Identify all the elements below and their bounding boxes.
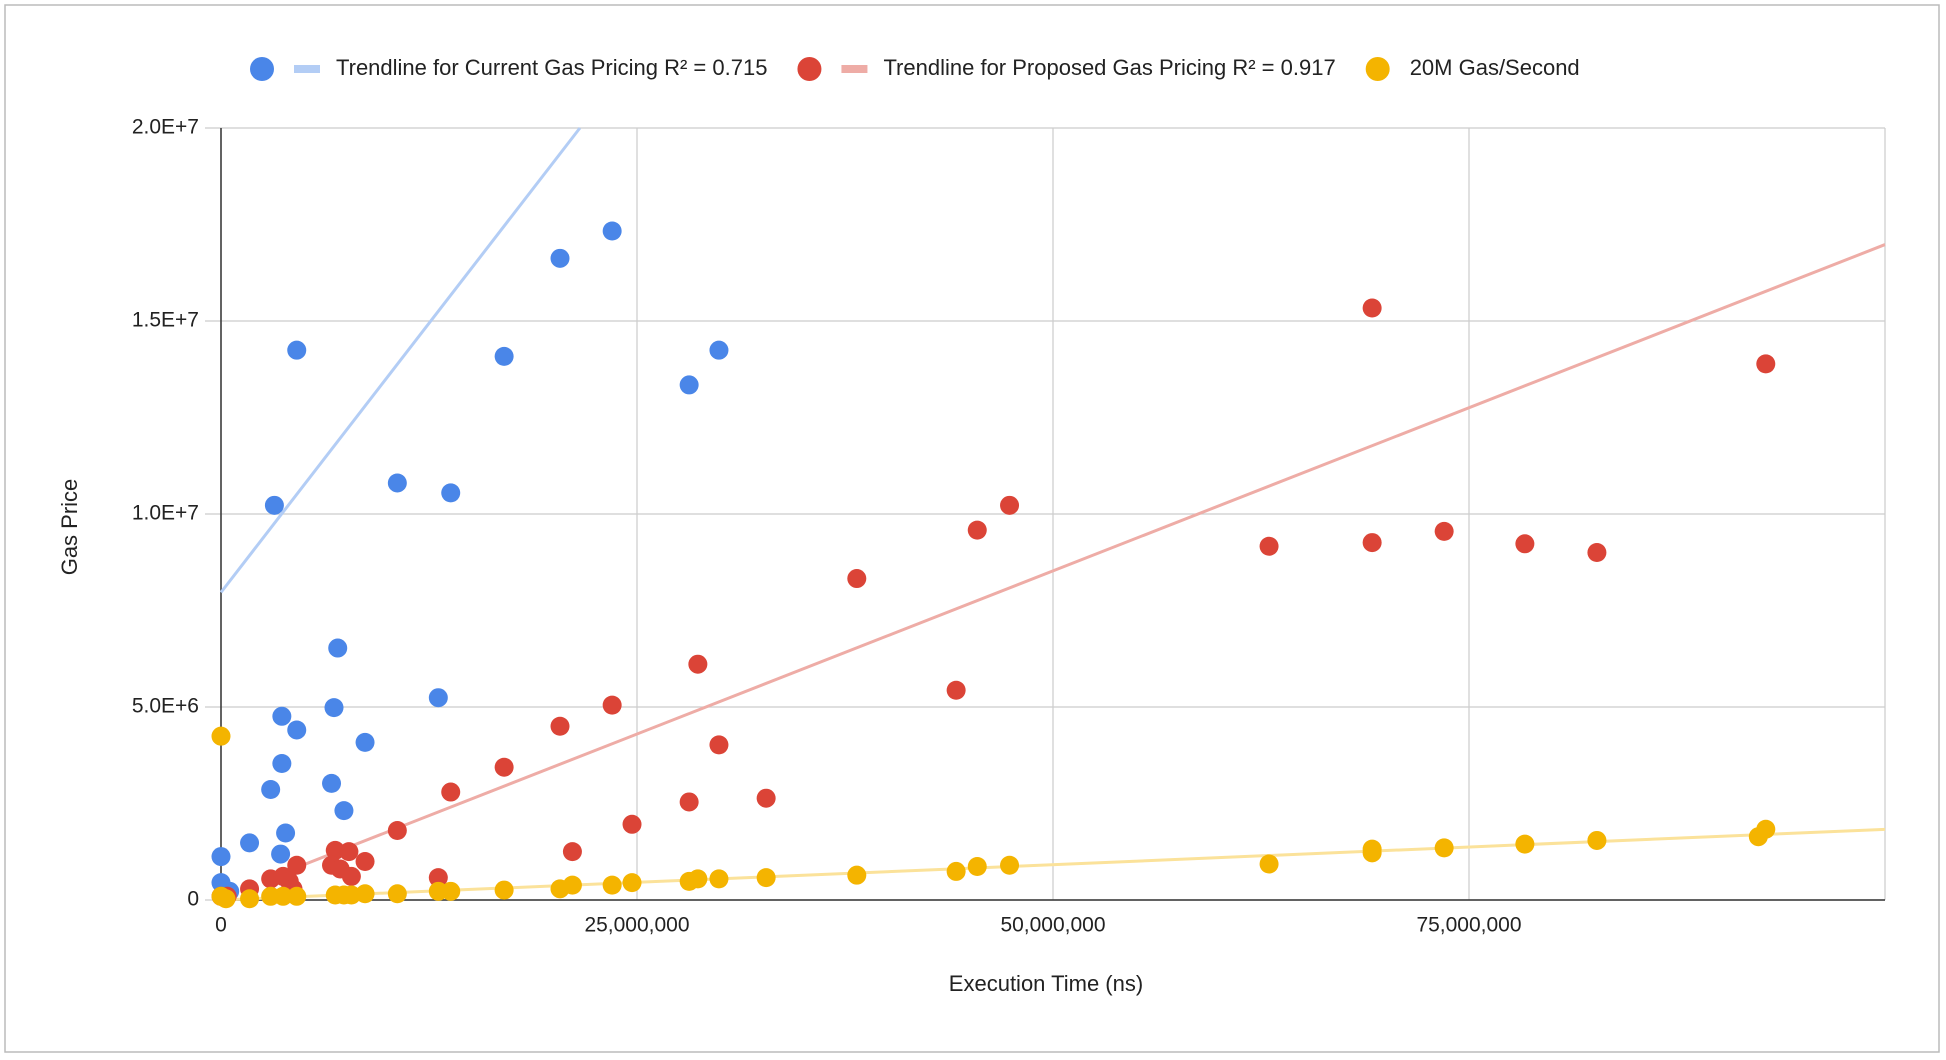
scatter-point — [1587, 830, 1607, 850]
scatter-point — [211, 847, 231, 867]
legend-marker — [841, 65, 868, 73]
scatter-point — [261, 780, 281, 800]
trendline — [219, 127, 582, 594]
scatter-point — [1434, 838, 1454, 858]
scatter-point — [211, 726, 231, 746]
scatter-point — [1515, 834, 1535, 854]
scatter-point — [272, 706, 292, 726]
scatter-point — [1000, 495, 1020, 515]
scatter-point — [1259, 536, 1279, 556]
scatter-point — [325, 840, 345, 860]
scatter-point — [341, 885, 361, 905]
scatter-point — [562, 842, 582, 862]
scatter-point — [271, 844, 291, 864]
y-tick-label: 1.5E+7 — [132, 309, 199, 332]
y-tick-label: 0 — [187, 888, 199, 911]
scatter-point — [967, 520, 987, 540]
scatter-point — [272, 753, 292, 773]
scatter-point — [355, 852, 375, 872]
legend-marker — [797, 57, 822, 81]
scatter-point — [1362, 843, 1382, 863]
scatter-point — [428, 688, 448, 708]
legend-marker — [1365, 57, 1390, 81]
scatter-point — [688, 654, 708, 674]
scatter-point — [679, 792, 699, 812]
scatter-point — [602, 695, 622, 715]
x-tick-label: 0 — [215, 914, 227, 937]
scatter-point — [946, 680, 966, 700]
scatter-point — [550, 716, 570, 736]
scatter-point — [602, 221, 622, 241]
scatter-point — [1362, 298, 1382, 318]
scatter-point — [1587, 542, 1607, 562]
y-axis-title: Gas Price — [57, 479, 82, 576]
legend-label: Trendline for Current Gas Pricing R² = 0… — [336, 55, 767, 80]
legend-marker — [294, 65, 320, 73]
scatter-point — [216, 889, 236, 909]
scatter-point — [622, 873, 642, 893]
scatter-point — [1756, 354, 1776, 374]
scatter-point — [287, 855, 307, 875]
scatter-point — [341, 866, 361, 886]
scatter-point — [240, 833, 260, 853]
scatter-point — [1362, 533, 1382, 553]
scatter-point — [324, 698, 344, 718]
scatter-point — [334, 801, 354, 821]
scatter-point — [287, 720, 307, 740]
x-axis-title: Execution Time (ns) — [949, 971, 1143, 996]
scatter-point — [264, 495, 284, 515]
scatter-point — [287, 340, 307, 360]
legend-label: 20M Gas/Second — [1410, 55, 1580, 80]
y-tick-label: 1.0E+7 — [132, 502, 199, 525]
scatter-point — [562, 875, 582, 895]
scatter-point — [328, 638, 348, 658]
scatter-point — [847, 569, 867, 589]
scatter-point — [602, 875, 622, 895]
scatter-point — [847, 865, 867, 885]
x-tick-label: 50,000,000 — [1000, 914, 1105, 937]
scatter-point — [1515, 534, 1535, 554]
scatter-point — [441, 483, 461, 503]
scatter-point — [322, 773, 342, 793]
scatter-point — [494, 346, 514, 366]
scatter-point — [387, 820, 407, 840]
scatter-point — [441, 782, 461, 802]
scatter-point — [287, 886, 307, 906]
scatter-point — [339, 842, 359, 862]
scatter-point — [355, 884, 375, 904]
scatter-point — [1434, 521, 1454, 541]
scatter-point — [441, 881, 461, 901]
scatter-point — [494, 757, 514, 777]
legend-marker — [250, 57, 274, 81]
scatter-point — [276, 823, 296, 843]
scatter-point — [387, 473, 407, 493]
scatter-point — [756, 868, 776, 888]
scatter-point — [1000, 855, 1020, 875]
trendline — [270, 243, 1886, 880]
scatter-point — [709, 869, 729, 889]
scatter-point — [622, 814, 642, 834]
scatter-point — [709, 340, 729, 360]
scatter-point — [355, 732, 375, 752]
legend-label: Trendline for Proposed Gas Pricing R² = … — [883, 55, 1335, 80]
scatter-point — [679, 375, 699, 395]
x-tick-label: 75,000,000 — [1416, 914, 1521, 937]
scatter-point — [494, 880, 514, 900]
scatter-point — [709, 735, 729, 755]
scatter-point — [688, 869, 708, 889]
x-tick-label: 25,000,000 — [584, 914, 689, 937]
scatter-point — [1756, 819, 1776, 839]
scatter-point — [756, 788, 776, 808]
scatter-point — [967, 856, 987, 876]
y-tick-label: 2.0E+7 — [132, 116, 199, 139]
scatter-point — [273, 886, 293, 906]
y-tick-label: 5.0E+6 — [132, 695, 199, 718]
scatter-point — [1259, 854, 1279, 874]
scatter-point — [428, 868, 448, 888]
scatter-point — [946, 861, 966, 881]
scatter-point — [550, 248, 570, 268]
scatter-point — [387, 884, 407, 904]
scatter-point — [240, 889, 260, 909]
